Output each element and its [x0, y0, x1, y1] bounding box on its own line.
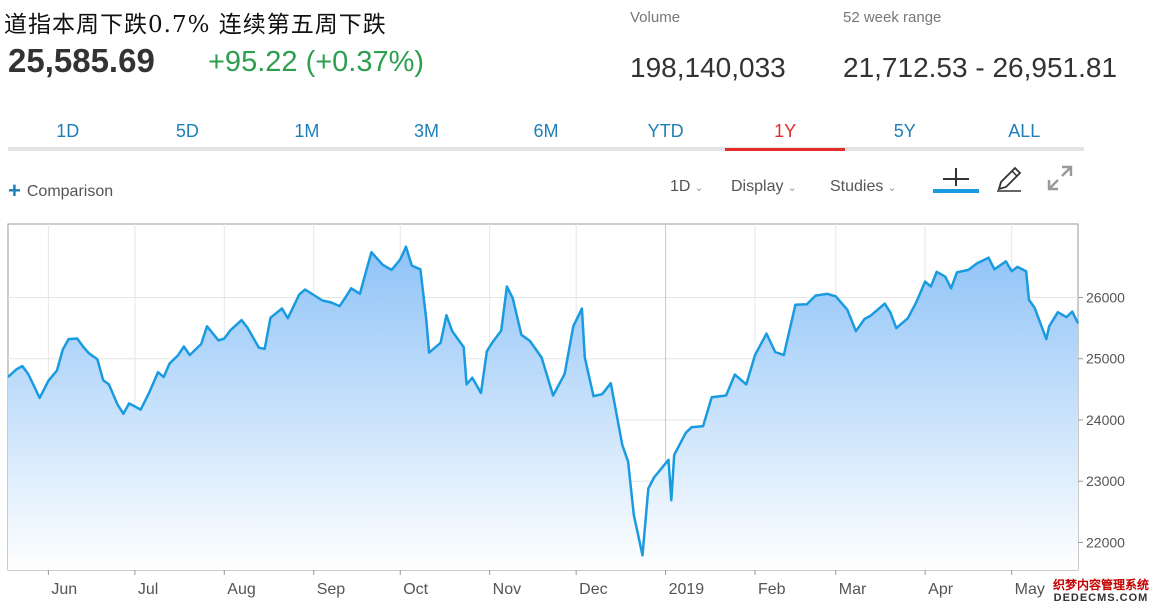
- display-label: Display: [731, 178, 784, 195]
- x-tick-label: Jun: [51, 581, 77, 598]
- y-tick-label: 24000: [1086, 412, 1125, 428]
- y-tick-label: 25000: [1086, 351, 1125, 367]
- studies-dropdown[interactable]: Studies ⌄: [830, 178, 897, 196]
- x-tick-label: Dec: [579, 581, 607, 598]
- y-tick-label: 23000: [1086, 473, 1125, 489]
- chevron-down-icon: ⌄: [694, 182, 704, 194]
- x-tick-label: 2019: [669, 581, 705, 598]
- tab-6m[interactable]: 6M: [533, 121, 559, 141]
- y-tick-label: 22000: [1086, 534, 1125, 550]
- studies-label: Studies: [830, 178, 884, 195]
- x-tick-label: Mar: [839, 581, 867, 598]
- tab-1m[interactable]: 1M: [294, 121, 320, 141]
- x-tick-label: Oct: [403, 581, 428, 598]
- index-price: 25,585.69: [8, 42, 155, 79]
- interval-label: 1D: [670, 178, 691, 195]
- x-tick-label: Feb: [758, 581, 786, 598]
- x-tick-label: Jul: [138, 581, 158, 598]
- chevron-down-icon: ⌄: [787, 182, 797, 194]
- x-tick-label: Nov: [493, 581, 521, 598]
- interval-dropdown[interactable]: 1D ⌄: [670, 178, 704, 196]
- crosshair-icon[interactable]: [932, 165, 980, 195]
- price-area-fill: [8, 246, 1078, 570]
- range-label: 52 week range: [843, 9, 942, 26]
- tab-1d[interactable]: 1D: [56, 121, 80, 141]
- price-line: [7, 245, 1080, 557]
- tab-1y[interactable]: 1Y: [725, 117, 845, 151]
- price-change: +95.22 (+0.37%): [208, 46, 425, 78]
- x-tick-label: May: [1015, 581, 1045, 598]
- expand-icon[interactable]: [1045, 163, 1075, 193]
- comparison-button[interactable]: + Comparison: [8, 178, 113, 204]
- tab-5y[interactable]: 5Y: [893, 121, 916, 141]
- comparison-label: Comparison: [26, 183, 114, 200]
- x-tick-label: Aug: [227, 581, 255, 598]
- plus-icon: +: [8, 178, 21, 203]
- pencil-icon[interactable]: [994, 164, 1024, 194]
- display-dropdown[interactable]: Display ⌄: [731, 178, 797, 196]
- x-tick-label: Sep: [317, 581, 346, 598]
- volume-label: Volume: [630, 9, 681, 26]
- y-tick-label: 26000: [1086, 289, 1125, 305]
- price-chart[interactable]: 22000 23000 24000 25000 26000 Jun Jul Aug Sep Oc…: [0, 220, 1157, 609]
- watermark-logo: 织梦内容管理系统 DEDECMS.COM: [1052, 578, 1149, 605]
- tab-ytd[interactable]: YTD: [647, 121, 684, 141]
- tab-5d[interactable]: 5D: [175, 121, 199, 141]
- tab-all[interactable]: ALL: [1008, 121, 1041, 141]
- volume-value: 198,140,033: [630, 52, 786, 83]
- tab-3m[interactable]: 3M: [413, 121, 439, 141]
- range-value: 21,712.53 - 26,951.81: [843, 52, 1118, 83]
- time-range-tabs: 1D 5D 1M 3M 6M YTD 1Y 5Y ALL: [8, 117, 1084, 151]
- headline: 道指本周下跌0.7% 连续第五周下跌: [4, 12, 387, 38]
- x-tick-label: Apr: [928, 581, 954, 598]
- chevron-down-icon: ⌄: [887, 182, 897, 194]
